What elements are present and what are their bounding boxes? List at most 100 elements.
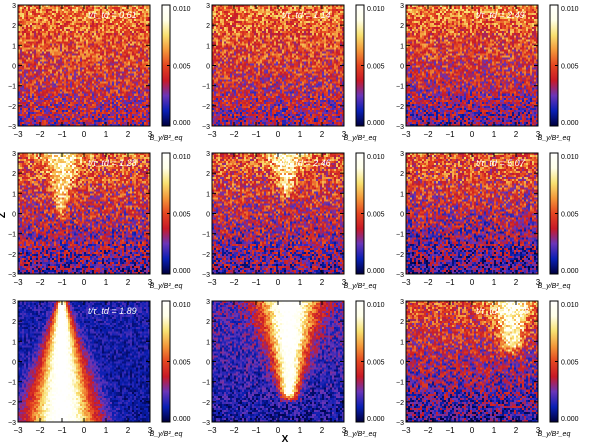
heatmap-image [406,301,538,422]
x-tick-label: 3 [148,278,153,287]
y-tick-label: −1 [202,232,210,239]
x-tick-label: 1 [492,426,497,435]
panel-1: −3 −2 −1 0 1 2 3 3 2 1 0 −1 −2 −3 t/τ_td = 0.61 0.010 0.… [8,3,191,142]
x-tick-label: 1 [104,426,109,435]
panel-3: −3 −2 −1 0 1 2 3 3 2 1 0 −1 −2 −3 t/τ_td = 2.49 0.010 0.… [396,3,579,142]
y-tick-label: −3 [202,124,210,131]
colorbar-tick-label: 0.000 [561,416,579,423]
colorbar-label: B̄_y/B²_eq [150,134,183,142]
x-tick-label: 0 [82,426,87,435]
y-tick-label: 0 [206,64,210,71]
y-tick-label: 3 [12,3,16,10]
x-tick-label: −2 [229,130,239,139]
y-tick-label: −2 [202,400,210,407]
panel-time-label: t/τ_td = 2.46 [282,158,331,168]
x-tick-label: 3 [342,426,347,435]
y-tick-label: −2 [202,104,210,111]
y-tick-label: −1 [396,232,404,239]
x-tick-label: −3 [13,130,23,139]
y-tick-label: 3 [400,299,404,306]
x-tick-label: −3 [207,130,217,139]
colorbar-tick-label: 0.010 [561,154,579,161]
x-tick-label: −2 [35,130,45,139]
y-tick-label: −3 [8,420,16,427]
x-tick-label: −2 [229,426,239,435]
colorbar-tick-label: 0.010 [173,154,191,161]
x-tick-label: 1 [492,278,497,287]
colorbar-tick-label: 0.000 [561,120,579,127]
colorbar-label: B̄_y/B²_eq [538,134,571,142]
colorbar-tick-label: 0.000 [173,120,191,127]
x-tick-label: −2 [35,278,45,287]
x-tick-label: −2 [423,278,433,287]
y-tick-label: 2 [400,319,404,326]
y-tick-label: 3 [400,3,404,10]
panel-grid: −3 −2 −1 0 1 2 3 3 2 1 0 −1 −2 −3 t/τ_td = 0.61 0.010 0.… [8,3,579,438]
colorbar-label: B̄_y/B²_eq [538,430,571,438]
panel-time-label: t/τ_td = 0.61 [88,10,137,20]
y-tick-label: 0 [206,360,210,367]
colorbar-label: B̄_y/B²_eq [150,430,183,438]
colorbar-tick-label: 0.010 [561,6,579,13]
y-tick-label: 3 [12,151,16,158]
y-tick-label: −1 [396,380,404,387]
y-tick-label: −2 [396,400,404,407]
x-tick-label: 1 [104,130,109,139]
panel-4: −3 −2 −1 0 1 2 3 3 2 1 0 −1 −2 −3 t/τ_td = 1.28 0.010 0.… [8,151,191,290]
panel-7: −3 −2 −1 0 1 2 3 3 2 1 0 −1 −2 −3 t/τ_td = 1.89 0.010 0.… [8,299,191,438]
x-tick-label: 1 [298,130,303,139]
y-tick-label: 1 [12,191,16,198]
x-tick-label: 2 [320,426,325,435]
colorbar-tick-label: 0.005 [561,212,579,219]
x-tick-label: −1 [57,130,67,139]
y-tick-label: −3 [8,124,16,131]
y-tick-label: −2 [202,252,210,259]
x-tick-label: 2 [320,278,325,287]
x-tick-label: 1 [492,130,497,139]
y-tick-label: 3 [206,299,210,306]
y-tick-label: −3 [396,124,404,131]
x-tick-label: 0 [276,130,281,139]
y-tick-label: 2 [400,171,404,178]
panel-time-label: t/τ_td = 2.49 [476,10,525,20]
y-tick-label: −2 [8,400,16,407]
y-tick-label: −1 [8,84,16,91]
y-tick-label: −2 [396,104,404,111]
x-tick-label: −1 [445,130,455,139]
x-tick-label: −1 [251,130,261,139]
y-tick-label: 0 [400,212,404,219]
y-tick-label: 1 [400,43,404,50]
y-tick-label: −3 [202,420,210,427]
y-tick-label: 0 [400,64,404,71]
x-tick-label: −1 [57,278,67,287]
colorbar-tick-label: 0.005 [367,64,385,71]
colorbar-tick-label: 0.005 [367,212,385,219]
y-tick-label: 1 [206,43,210,50]
colorbar-label: B̄_y/B²_eq [150,282,183,290]
x-tick-label: −3 [13,426,23,435]
y-tick-label: −2 [396,252,404,259]
x-tick-label: 1 [298,278,303,287]
colorbar-tick-label: 0.005 [173,212,191,219]
x-tick-label: −1 [57,426,67,435]
colorbar-tick-label: 0.000 [367,416,385,423]
heatmap-image [18,301,150,422]
panel-time-label: t/τ_td = 5.07 [476,158,526,168]
panel-5: −3 −2 −1 0 1 2 3 3 2 1 0 −1 −2 −3 t/τ_td = 2.46 0.010 0.… [202,151,385,290]
y-tick-label: 1 [400,191,404,198]
panel-time-label: t/τ_td = 1.28 [88,158,137,168]
x-tick-label: 1 [298,426,303,435]
x-tick-label: −2 [35,426,45,435]
heatmap-image [406,153,538,274]
panel-2: −3 −2 −1 0 1 2 3 3 2 1 0 −1 −2 −3 t/τ_td = 1.14 0.010 0.… [202,3,385,142]
y-tick-label: −3 [202,272,210,279]
x-tick-label: 3 [148,130,153,139]
colorbar-tick-label: 0.010 [367,302,385,309]
heatmap-image [212,301,344,422]
x-tick-label: −3 [13,278,23,287]
y-tick-label: 1 [12,43,16,50]
x-tick-label: 3 [536,130,541,139]
colorbar-label: B̄_y/B²_eq [344,430,377,438]
y-tick-label: 0 [12,212,16,219]
x-tick-label: 3 [148,426,153,435]
